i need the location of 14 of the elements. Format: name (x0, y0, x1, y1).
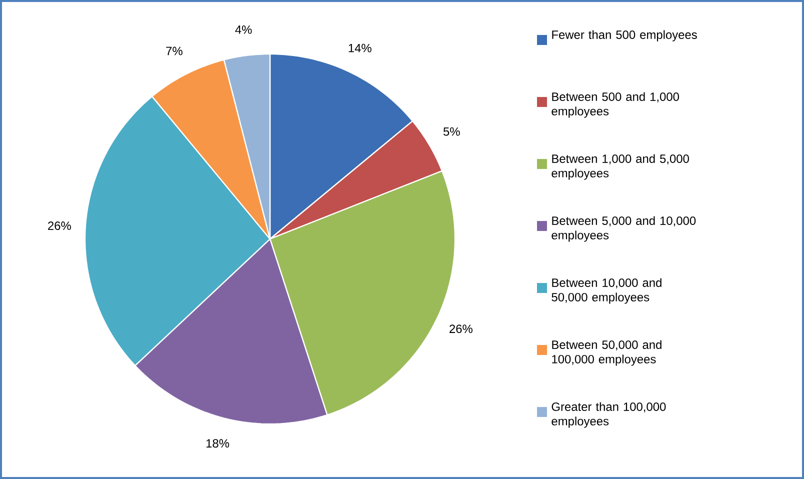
data-label: 18% (206, 439, 230, 448)
legend-label: Greater than 100,000 employees (552, 402, 666, 428)
data-label: 7% (166, 46, 182, 56)
data-label: 4% (235, 25, 252, 34)
data-label: 5% (443, 127, 460, 136)
legend-label: Between 10,000 and 50,000 employees (552, 278, 662, 304)
data-label: 26% (48, 222, 71, 230)
legend-label: Fewer than 500 employees (552, 30, 697, 42)
legend-label: Between 50,000 and 100,000 employees (552, 340, 662, 366)
data-label: 14% (348, 44, 372, 52)
data-label: 26% (450, 324, 472, 334)
legend-label: Between 500 and 1,000 employees (552, 92, 680, 118)
legend-label: Between 5,000 and 10,000 employees (552, 216, 696, 242)
legend-label: Between 1,000 and 5,000 employees (552, 154, 689, 180)
